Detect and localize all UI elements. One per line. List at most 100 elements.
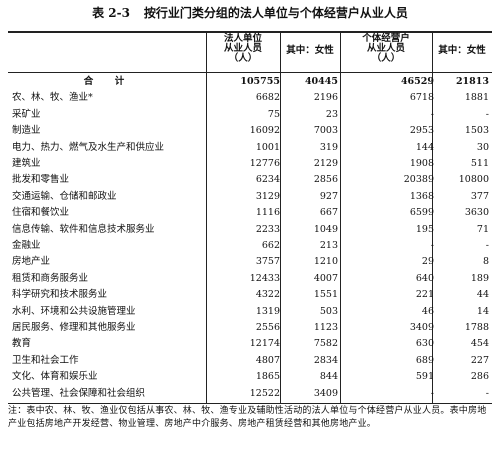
table-row: 房地产业 3757 1210 29 8	[8, 254, 492, 270]
table-number: 表 2-3	[92, 6, 130, 20]
legal-entity-cell: 4807	[255, 354, 280, 366]
individual-cell: 6599	[409, 207, 434, 219]
individual-female-cell: 21813	[455, 76, 489, 87]
individual-female-cell: 227	[470, 354, 489, 366]
table-row: 科学研究和技术服务业 4322 1551 221 44	[8, 287, 492, 303]
table-row: 公共管理、社会保障和社会组织 12522 3409 - -	[8, 386, 492, 402]
header-bottom-border	[8, 72, 492, 73]
industry-name-cell: 科学研究和技术服务业	[12, 289, 108, 301]
header-line: （人）	[228, 53, 258, 64]
legal-entity-cell: 6682	[255, 92, 280, 104]
legal-entity-cell: 4322	[255, 289, 280, 301]
table-row: 农、林、牧、渔业* 6682 2196 6718 1881	[8, 90, 492, 106]
table-row: 教育 12174 7582 630 454	[8, 336, 492, 352]
industry-name-cell: 交通运输、仓储和邮政业	[12, 190, 117, 202]
individual-cell: 630	[415, 338, 434, 350]
individual-cell: 195	[415, 223, 434, 235]
legal-female-cell: 1551	[313, 289, 338, 301]
legal-female-cell: 3409	[313, 387, 338, 399]
industry-name-cell: 电力、热力、燃气及水生产和供应业	[12, 141, 165, 153]
top-border	[8, 31, 492, 33]
individual-female-cell: 14	[476, 305, 489, 317]
individual-female-cell: 1788	[464, 322, 489, 333]
legal-female-cell: 7003	[313, 125, 338, 137]
individual-female-cell: 44	[476, 289, 489, 301]
individual-female-cell: -	[485, 240, 489, 251]
individual-female-cell: 1881	[464, 92, 489, 104]
table-row: 采矿业 75 23 - -	[8, 107, 492, 123]
individual-cell: 2953	[409, 125, 434, 137]
column-divider	[280, 33, 281, 403]
individual-cell: 640	[415, 272, 434, 284]
legal-entity-cell: 12522	[249, 387, 280, 399]
individual-cell: 29	[421, 256, 434, 268]
individual-female-cell: 71	[476, 223, 489, 235]
legal-entity-cell: 1001	[255, 141, 280, 153]
industry-name-cell: 建筑业	[12, 158, 41, 169]
individual-female-cell: 3630	[464, 207, 489, 219]
industry-name-cell: 公共管理、社会保障和社会组织	[12, 387, 146, 399]
table-row: 文化、体育和娱乐业 1865 844 591 286	[8, 369, 492, 385]
legal-female-cell: 319	[319, 141, 338, 153]
table-row: 住宿和餐饮业 1116 667 6599 3630	[8, 205, 492, 221]
table-row: 信息传输、软件和信息技术服务业 2233 1049 195 71	[8, 222, 492, 238]
legal-female-cell: 23	[325, 108, 338, 120]
legal-entity-cell: 3757	[255, 256, 280, 268]
header-line: 从业人员	[366, 43, 405, 54]
individual-cell: -	[430, 240, 434, 251]
header-individual: 个体经营户 从业人员 （人）	[340, 34, 432, 64]
table-row: 居民服务、修理和其他服务业 2556 1123 3409 1788	[8, 320, 492, 336]
industry-name-cell: 合 计	[83, 76, 131, 87]
header-individual-female: 其中：女性	[438, 45, 486, 56]
legal-female-cell: 667	[319, 207, 338, 219]
legal-female-cell: 2129	[313, 158, 338, 169]
individual-female-cell: 454	[470, 338, 489, 350]
legal-female-cell: 40445	[304, 76, 338, 87]
industry-name-cell: 信息传输、软件和信息技术服务业	[12, 223, 155, 235]
legal-female-cell: 213	[319, 240, 338, 251]
header-line: （人）	[371, 53, 401, 64]
legal-entity-cell: 662	[261, 240, 280, 251]
legal-female-cell: 1049	[313, 223, 338, 235]
legal-female-cell: 4007	[313, 272, 338, 284]
individual-cell: 46	[421, 305, 434, 317]
table-row: 电力、热力、燃气及水生产和供应业 1001 319 144 30	[8, 140, 492, 156]
individual-female-cell: 377	[470, 190, 489, 202]
column-divider	[432, 33, 433, 403]
individual-cell: 1368	[409, 190, 434, 202]
individual-cell: 46529	[400, 76, 434, 87]
legal-entity-cell: 1865	[255, 371, 280, 383]
industry-name-cell: 采矿业	[12, 108, 41, 120]
legal-female-cell: 1210	[313, 256, 338, 268]
legal-female-cell: 7582	[313, 338, 338, 350]
individual-female-cell: 189	[470, 272, 489, 284]
legal-entity-cell: 105755	[240, 76, 280, 87]
legal-entity-cell: 75	[267, 108, 280, 120]
header-legal-entity: 法人单位 从业人员 （人）	[206, 34, 280, 64]
legal-female-cell: 2196	[313, 92, 338, 104]
industry-name-cell: 居民服务、修理和其他服务业	[12, 322, 136, 333]
industry-name-cell: 卫生和社会工作	[12, 354, 79, 366]
industry-name-cell: 批发和零售业	[12, 174, 70, 186]
table-row: 水利、环境和公共设施管理业 1319 503 46 14	[8, 304, 492, 320]
column-divider	[206, 33, 207, 403]
individual-cell: 221	[415, 289, 434, 301]
industry-name-cell: 房地产业	[12, 256, 51, 268]
bottom-border	[8, 403, 492, 404]
legal-female-cell: 2834	[313, 354, 338, 366]
industry-name-cell: 水利、环境和公共设施管理业	[12, 305, 136, 317]
table-row: 制造业 16092 7003 2953 1503	[8, 123, 492, 139]
header-line: 法人单位	[223, 33, 262, 44]
table-note: 注：表中农、林、牧、渔业仅包括从事农、林、牧、渔专业及辅助性活动的法人单位与个体…	[8, 406, 487, 429]
legal-female-cell: 1123	[313, 322, 338, 333]
table-title: 表 2-3 按行业门类分组的法人单位与个体经营户从业人员	[0, 4, 500, 21]
individual-cell: 3409	[409, 322, 434, 333]
individual-cell: 144	[415, 141, 434, 153]
individual-female-cell: 1503	[464, 125, 489, 137]
legal-female-cell: 503	[319, 305, 338, 317]
legal-entity-cell: 16092	[249, 125, 280, 137]
individual-cell: -	[430, 108, 434, 120]
individual-female-cell: 511	[470, 158, 489, 169]
industry-name-cell: 农、林、牧、渔业*	[12, 92, 93, 104]
table-row: 金融业 662 213 - -	[8, 238, 492, 254]
